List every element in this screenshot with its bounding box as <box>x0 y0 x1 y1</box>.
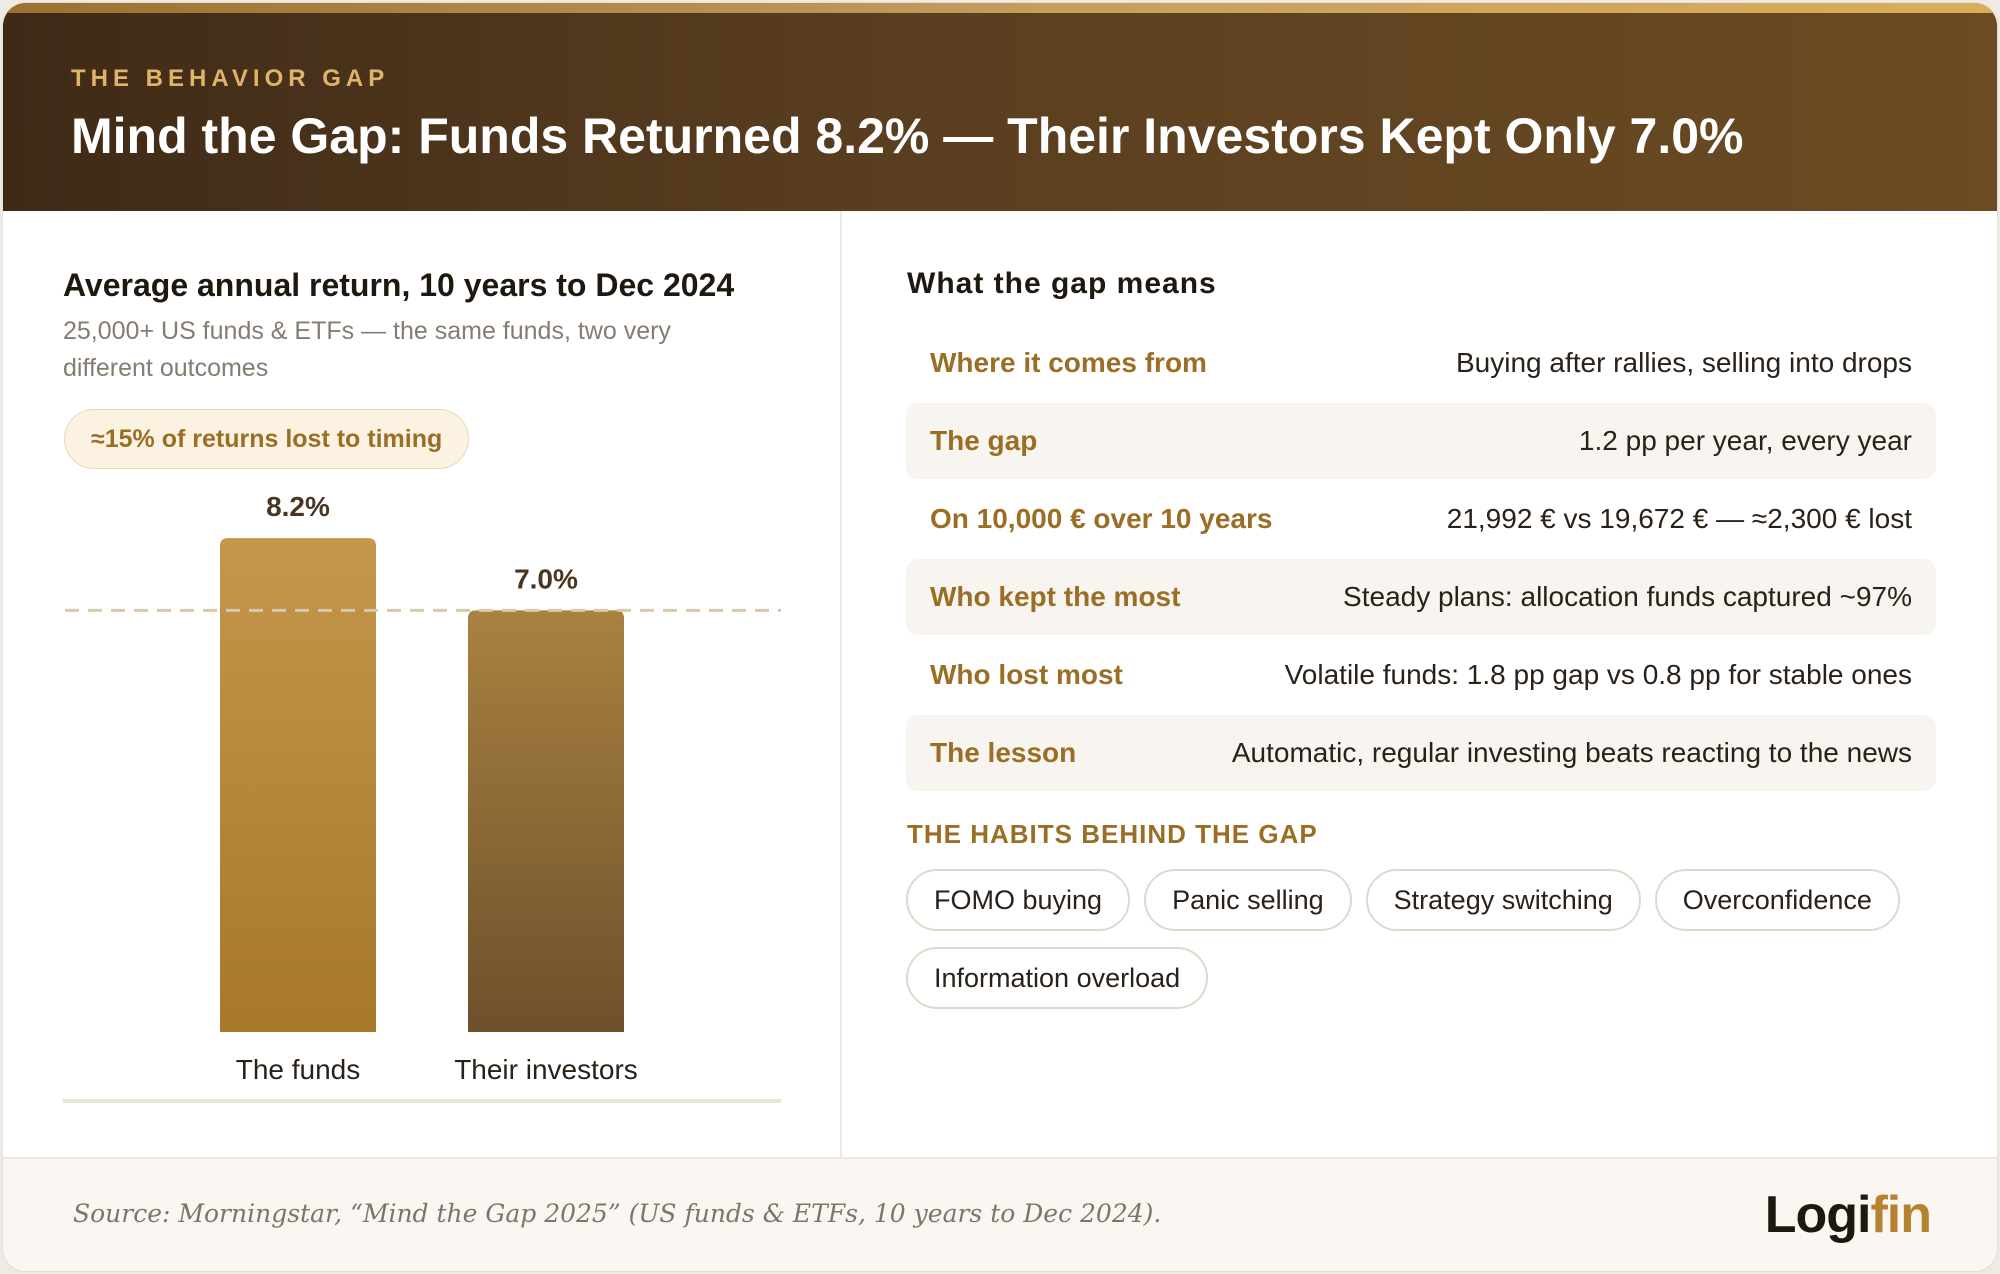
logo-accent: fin <box>1870 1186 1932 1244</box>
row-label: The gap <box>930 425 1038 456</box>
habits-tag-list: FOMO buying Panic selling Strategy switc… <box>906 869 1906 1009</box>
habit-tag: Strategy switching <box>1365 869 1641 931</box>
row-value: Volatile funds: 1.8 pp gap vs 0.8 pp for… <box>1284 659 1912 690</box>
row-label: Who lost most <box>930 659 1123 690</box>
eyebrow-label: THE BEHAVIOR GAP <box>71 65 390 92</box>
habit-tag: Overconfidence <box>1654 869 1900 931</box>
header-accent-bar <box>3 3 1997 13</box>
table-row: Who lost most Volatile funds: 1.8 pp gap… <box>906 637 1936 713</box>
row-label: Where it comes from <box>930 347 1207 378</box>
table-row: The lesson Automatic, regular investing … <box>906 715 1936 791</box>
row-value: Buying after rallies, selling into drops <box>1455 347 1912 378</box>
row-label: The lesson <box>930 737 1077 768</box>
chart-subtitle: 25,000+ US funds & ETFs — the same funds… <box>63 317 671 382</box>
category-label: The funds <box>236 1054 361 1085</box>
header-banner: THE BEHAVIOR GAP Mind the Gap: Funds Ret… <box>3 3 1997 211</box>
habit-tag: FOMO buying <box>906 869 1131 931</box>
page-title: Mind the Gap: Funds Returned 8.2% — Thei… <box>71 108 1744 164</box>
habit-tag: Panic selling <box>1144 869 1352 931</box>
table-row: Who kept the most Steady plans: allocati… <box>906 559 1936 635</box>
gap-meaning-title: What the gap means <box>907 267 1217 300</box>
gap-meaning-table: Where it comes from Buying after rallies… <box>906 325 1936 793</box>
habit-tag: Information overload <box>906 947 1209 1009</box>
bar-funds <box>220 538 376 1032</box>
row-value: 21,992 € vs 19,672 € — ≈2,300 € lost <box>1446 503 1912 534</box>
table-row: Where it comes from Buying after rallies… <box>906 325 1936 401</box>
row-value: 1.2 pp per year, every year <box>1578 425 1912 456</box>
bar-investors <box>468 610 624 1032</box>
footer: Source: Morningstar, “Mind the Gap 2025”… <box>3 1157 1997 1271</box>
table-row: The gap 1.2 pp per year, every year <box>906 403 1936 479</box>
timing-loss-badge: ≈15% of returns lost to timing <box>64 409 470 469</box>
brand-logo: Logifin <box>1764 1185 1932 1245</box>
source-note: Source: Morningstar, “Mind the Gap 2025”… <box>73 1199 1162 1228</box>
row-label: Who kept the most <box>930 581 1181 612</box>
data-label: 8.2% <box>266 491 330 522</box>
chart-title: Average annual return, 10 years to Dec 2… <box>63 267 735 303</box>
data-label: 7.0% <box>514 563 578 594</box>
row-value: Automatic, regular investing beats react… <box>1231 737 1912 768</box>
habits-title: THE HABITS BEHIND THE GAP <box>907 819 1318 849</box>
bar-chart: 8.2% The funds 7.0% Their investors <box>63 491 781 1103</box>
logo-main: Logi <box>1764 1186 1872 1244</box>
table-row: On 10,000 € over 10 years 21,992 € vs 19… <box>906 481 1936 557</box>
panel-divider <box>840 211 842 1157</box>
row-label: On 10,000 € over 10 years <box>930 503 1273 534</box>
row-value: Steady plans: allocation funds captured … <box>1343 581 1912 612</box>
category-label: Their investors <box>454 1054 638 1085</box>
